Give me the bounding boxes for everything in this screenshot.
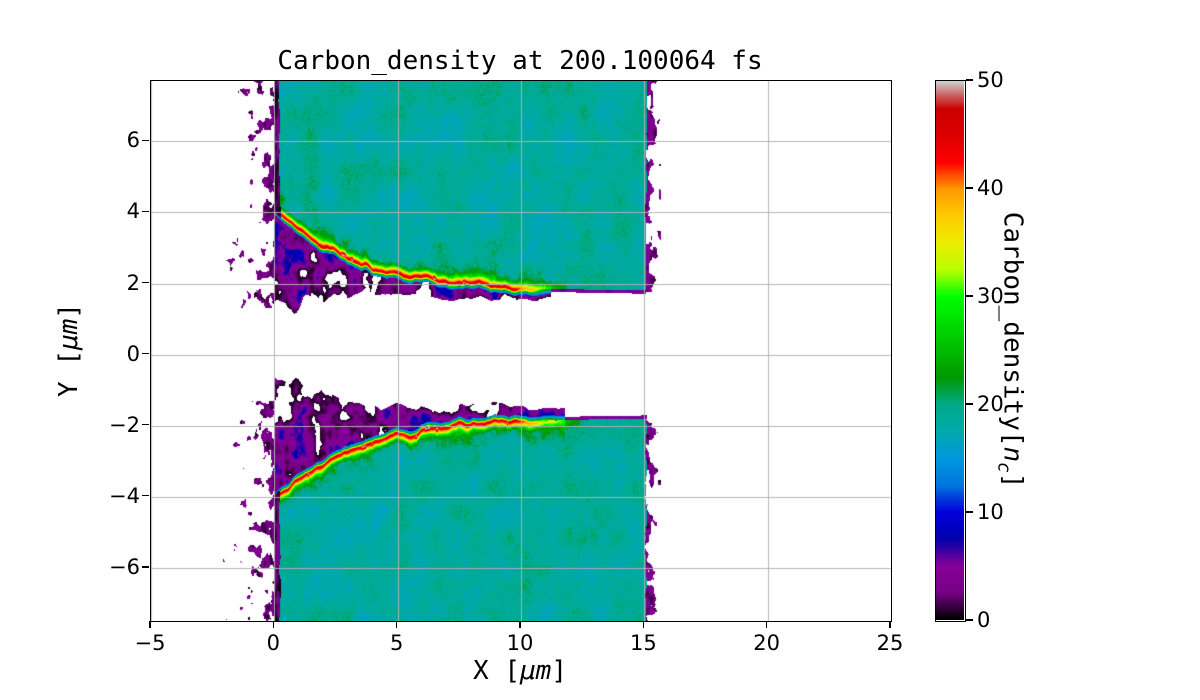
colorbar	[935, 80, 966, 622]
plot-title: Carbon_density at 200.100064 fs	[277, 46, 763, 76]
y-tick-mark	[142, 494, 149, 497]
y-tick-mark	[142, 352, 149, 355]
x-tick-mark	[149, 621, 151, 628]
colorbar-gradient-canvas	[936, 81, 964, 620]
colorbar-tick-mark	[966, 403, 973, 405]
colorbar-tick-label: 50	[977, 68, 1004, 92]
colorbar-tick-label: 30	[977, 284, 1004, 308]
y-axis-unit: μm	[54, 318, 84, 350]
y-tick-mark	[142, 565, 149, 568]
y-tick-mark	[142, 281, 149, 284]
x-tick-label: 0	[266, 631, 281, 655]
y-tick-label: −2	[109, 412, 140, 437]
x-axis-label-text: X [	[473, 656, 520, 686]
colorbar-tick-mark	[966, 619, 973, 621]
x-tick-label: 25	[876, 631, 904, 655]
x-tick-label: 10	[506, 631, 534, 655]
y-tick-mark	[142, 139, 149, 142]
x-axis-label: X [μm]	[150, 656, 890, 686]
plot-area	[150, 80, 892, 622]
density-heatmap-canvas	[151, 81, 891, 621]
y-tick-label: −4	[109, 483, 140, 508]
y-tick-mark	[142, 210, 149, 213]
y-tick-label: 2	[126, 270, 140, 295]
colorbar-tick-mark	[966, 79, 973, 81]
x-tick-mark	[642, 621, 645, 628]
colorbar-tick-mark	[966, 295, 973, 297]
colorbar-tick-label: 10	[977, 500, 1004, 524]
colorbar-label-close: ]	[997, 472, 1028, 489]
x-tick-label: 15	[629, 631, 657, 655]
x-axis-label-close: ]	[551, 656, 567, 686]
y-tick-label: 4	[126, 199, 140, 224]
colorbar-tick-mark	[966, 511, 973, 513]
colorbar-label: Carbon_density[nc]	[986, 80, 1034, 620]
x-axis-unit: μm	[520, 656, 552, 686]
x-tick-mark	[395, 621, 398, 628]
y-axis-label-close: ]	[54, 303, 84, 319]
x-tick-label: −5	[134, 631, 166, 655]
y-axis-label-text: Y [	[54, 350, 84, 397]
colorbar-tick-label: 0	[977, 608, 991, 632]
colorbar-label-symbol: n	[997, 446, 1028, 463]
y-tick-label: 0	[126, 341, 140, 366]
x-tick-label: 5	[389, 631, 404, 655]
y-tick-label: −6	[109, 554, 140, 579]
x-tick-mark	[519, 621, 521, 628]
y-tick-label: 6	[126, 128, 140, 153]
colorbar-tick-label: 20	[977, 392, 1004, 416]
colorbar-tick-label: 40	[977, 176, 1004, 200]
x-tick-label: 20	[753, 631, 781, 655]
y-tick-mark	[142, 423, 149, 426]
colorbar-tick-mark	[966, 187, 973, 189]
x-tick-mark	[272, 621, 275, 628]
x-tick-mark	[889, 621, 891, 628]
x-tick-mark	[765, 621, 768, 628]
colorbar-label-subscript: c	[992, 462, 1013, 473]
